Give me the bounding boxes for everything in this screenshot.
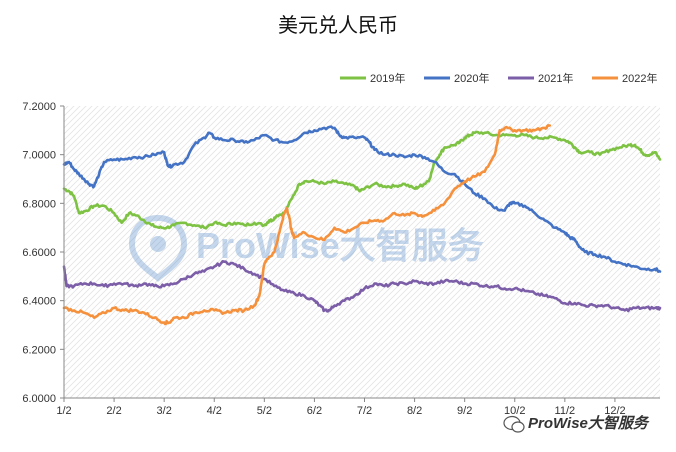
legend-label: 2019年 <box>370 71 405 85</box>
series-line-3 <box>62 259 662 313</box>
corner-watermark: ProWise大智服务 <box>503 415 650 433</box>
x-tick-label: 12/2 <box>604 405 625 417</box>
legend-label: 2022年 <box>622 71 657 85</box>
legend-label: 2020年 <box>454 71 489 85</box>
legend-label: 2021年 <box>538 71 573 85</box>
watermark-text: ProWise大智服务 <box>196 225 484 266</box>
x-tick-label: 1/2 <box>56 405 71 417</box>
x-tick-label: 9/2 <box>457 405 472 417</box>
y-axis-ticks: 6.0000 6.2000 6.4000 6.6000 6.8000 7.0000 7.20… <box>22 101 64 405</box>
y-tick-label: 6.4000 <box>22 296 56 308</box>
x-tick-label: 2/2 <box>106 405 121 417</box>
wechat-icon <box>503 415 525 433</box>
y-tick-label: 6.0000 <box>22 393 56 405</box>
x-tick-label: 5/2 <box>257 405 272 417</box>
watermark-logo-icon <box>128 214 188 282</box>
legend: 2019年 2020年 2021年 2022年 <box>340 71 657 85</box>
watermark: ProWise大智服务 <box>128 214 484 282</box>
series-line-1 <box>62 130 662 230</box>
y-tick-label: 7.0000 <box>22 150 56 162</box>
y-tick-label: 6.8000 <box>22 198 56 210</box>
series-line-2 <box>62 125 662 273</box>
x-tick-label: 3/2 <box>157 405 172 417</box>
corner-watermark-text: ProWise大智服务 <box>528 415 650 432</box>
x-axis-ticks: 1/2 2/2 3/2 4/2 5/2 6/2 7/2 8/2 9/2 10/2 11/2 12/2 <box>56 398 626 417</box>
x-tick-label: 6/2 <box>307 405 322 417</box>
series-layer <box>62 124 662 326</box>
x-tick-label: 4/2 <box>207 405 222 417</box>
x-tick-label: 11/2 <box>555 405 576 417</box>
y-tick-label: 7.2000 <box>22 101 56 113</box>
x-tick-label: 10/2 <box>504 405 525 417</box>
chart-title: 美元兑人民币 <box>278 13 398 37</box>
x-tick-label: 8/2 <box>407 405 422 417</box>
series-line-4 <box>62 124 552 326</box>
x-tick-label: 7/2 <box>357 405 372 417</box>
y-tick-label: 6.6000 <box>22 247 56 259</box>
y-tick-label: 6.2000 <box>22 344 56 356</box>
